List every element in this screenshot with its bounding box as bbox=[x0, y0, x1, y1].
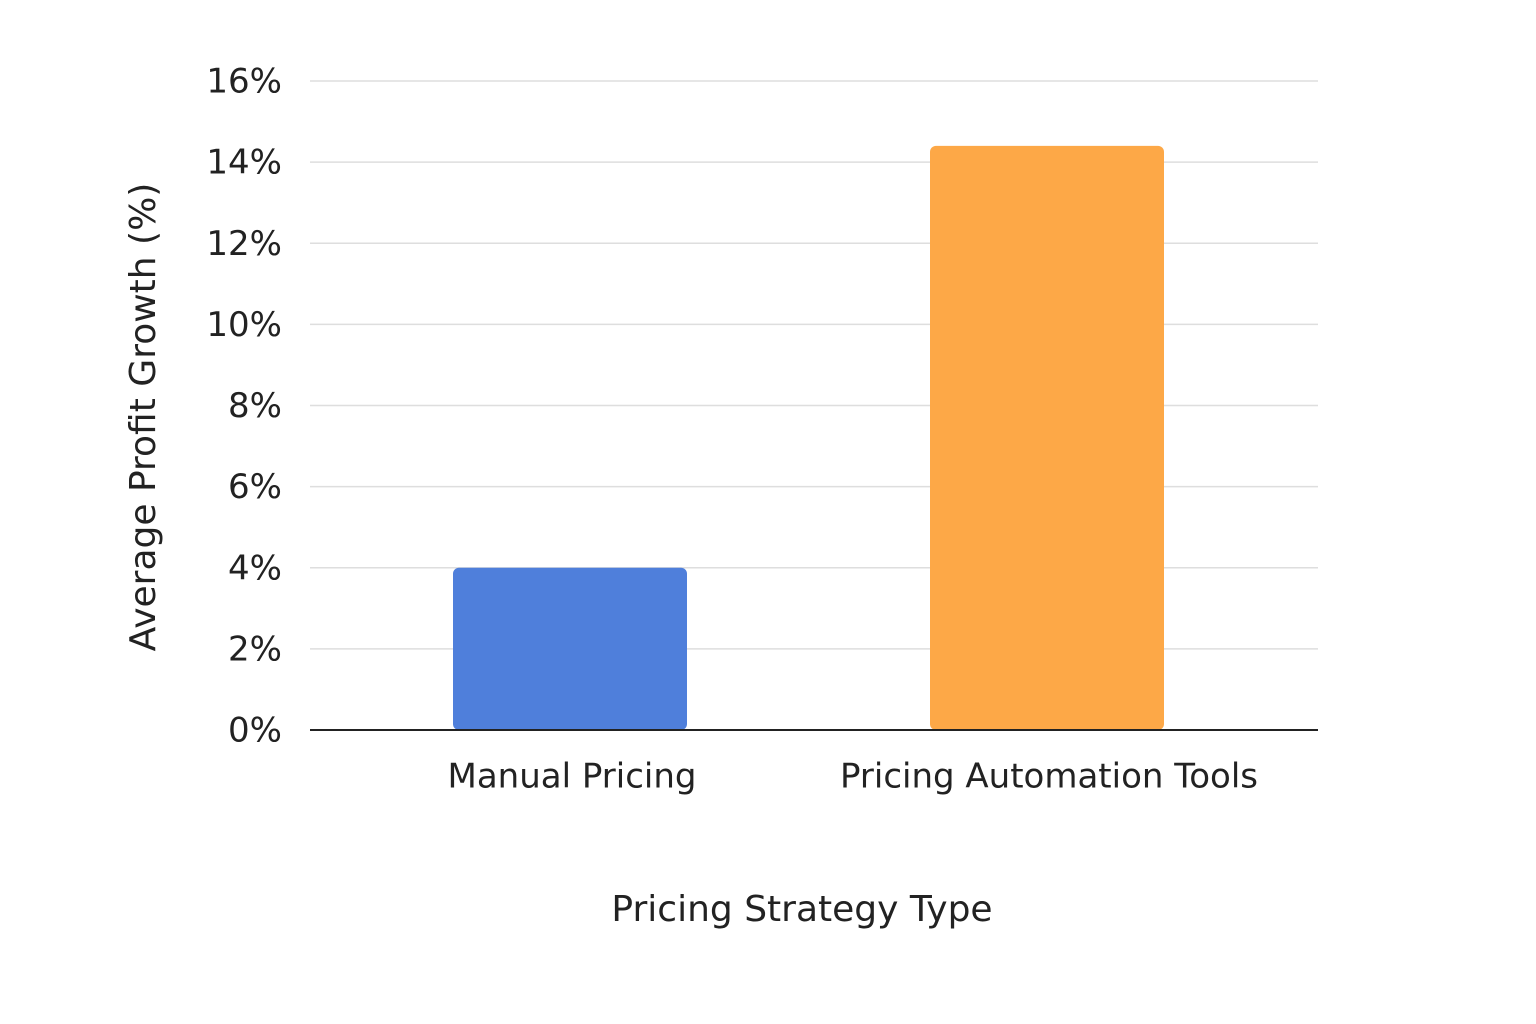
y-axis-title: Average Profit Growth (%) bbox=[123, 183, 164, 652]
y-tick-label: 4% bbox=[228, 548, 282, 588]
y-tick-label: 8% bbox=[228, 386, 282, 426]
x-tick-label: Manual Pricing bbox=[448, 757, 697, 797]
bar bbox=[930, 145, 1164, 730]
y-tick-label: 6% bbox=[228, 467, 282, 507]
y-tick-label: 2% bbox=[228, 629, 282, 669]
y-tick-label: 16% bbox=[206, 62, 282, 102]
y-tick-label: 10% bbox=[206, 305, 282, 345]
x-tick-label: Pricing Automation Tools bbox=[840, 757, 1258, 797]
y-tick-label: 12% bbox=[206, 224, 282, 264]
y-tick-label: 0% bbox=[228, 711, 282, 751]
y-tick-label: 14% bbox=[206, 143, 282, 183]
bar bbox=[453, 567, 687, 730]
x-axis-title: Pricing Strategy Type bbox=[611, 889, 992, 930]
